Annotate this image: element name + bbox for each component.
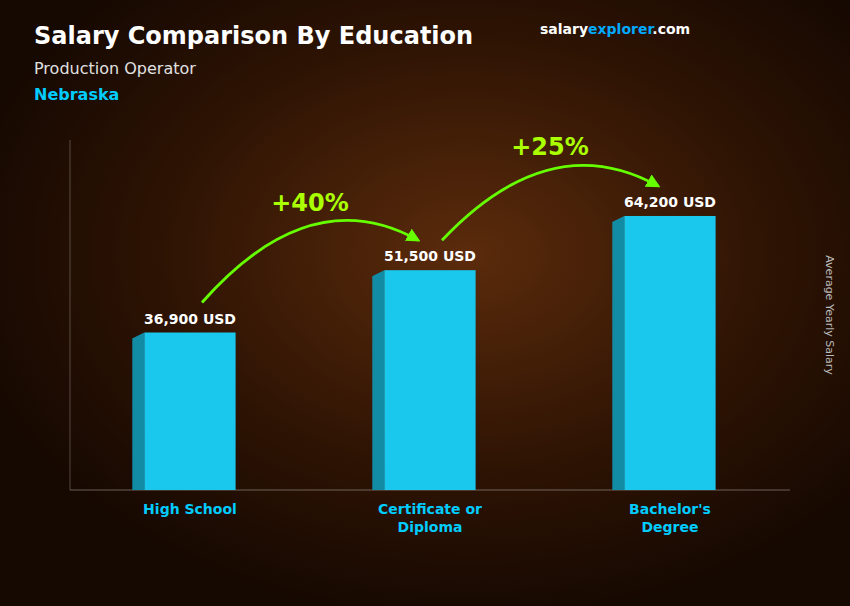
bar-side	[132, 333, 144, 491]
bar-side-shade	[132, 333, 144, 491]
bar-side-shade	[612, 216, 624, 490]
x-tick-label-line: High School	[143, 501, 237, 517]
bar-side-shade	[372, 270, 384, 490]
x-tick-label-line: Diploma	[398, 519, 463, 535]
y-axis-line	[70, 140, 71, 490]
bar	[144, 333, 235, 491]
source-part: explorer	[588, 21, 654, 37]
source: salaryexplorer.com	[540, 21, 690, 37]
bar-side	[372, 270, 384, 490]
bar-side	[612, 216, 624, 490]
data-label: 51,500 USD	[384, 248, 476, 264]
arrow	[442, 165, 658, 240]
x-tick-label: High School	[143, 501, 237, 517]
subtitle: Nebraska	[34, 85, 119, 104]
y-axis-label: Average Yearly Salary	[823, 255, 836, 375]
source-part: .com	[652, 21, 690, 37]
x-tick-label-line: Degree	[641, 519, 698, 535]
annotation: +25%	[511, 133, 589, 161]
background	[0, 0, 850, 606]
bar	[384, 270, 475, 490]
data-label: 64,200 USD	[624, 194, 716, 210]
x-tick-label: Bachelor's Degree	[629, 501, 711, 535]
chart-svg: Salary Comparison By Education Production…	[0, 0, 850, 606]
title: Salary Comparison By Education	[34, 22, 473, 50]
x-tick-label-line: Certificate or	[378, 501, 482, 517]
bar	[624, 216, 715, 490]
arrow	[202, 220, 418, 302]
chart-container: Salary Comparison By Education Production…	[0, 0, 850, 606]
x-tick-label-line: Bachelor's	[629, 501, 711, 517]
subtitle: Production Operator	[34, 59, 196, 78]
background-overlay	[0, 0, 850, 606]
data-label: 36,900 USD	[144, 311, 236, 327]
source-part: salary	[540, 21, 588, 37]
annotation: +40%	[271, 189, 349, 217]
x-tick-label: Certificate or Diploma	[378, 501, 482, 535]
bars	[132, 216, 715, 490]
